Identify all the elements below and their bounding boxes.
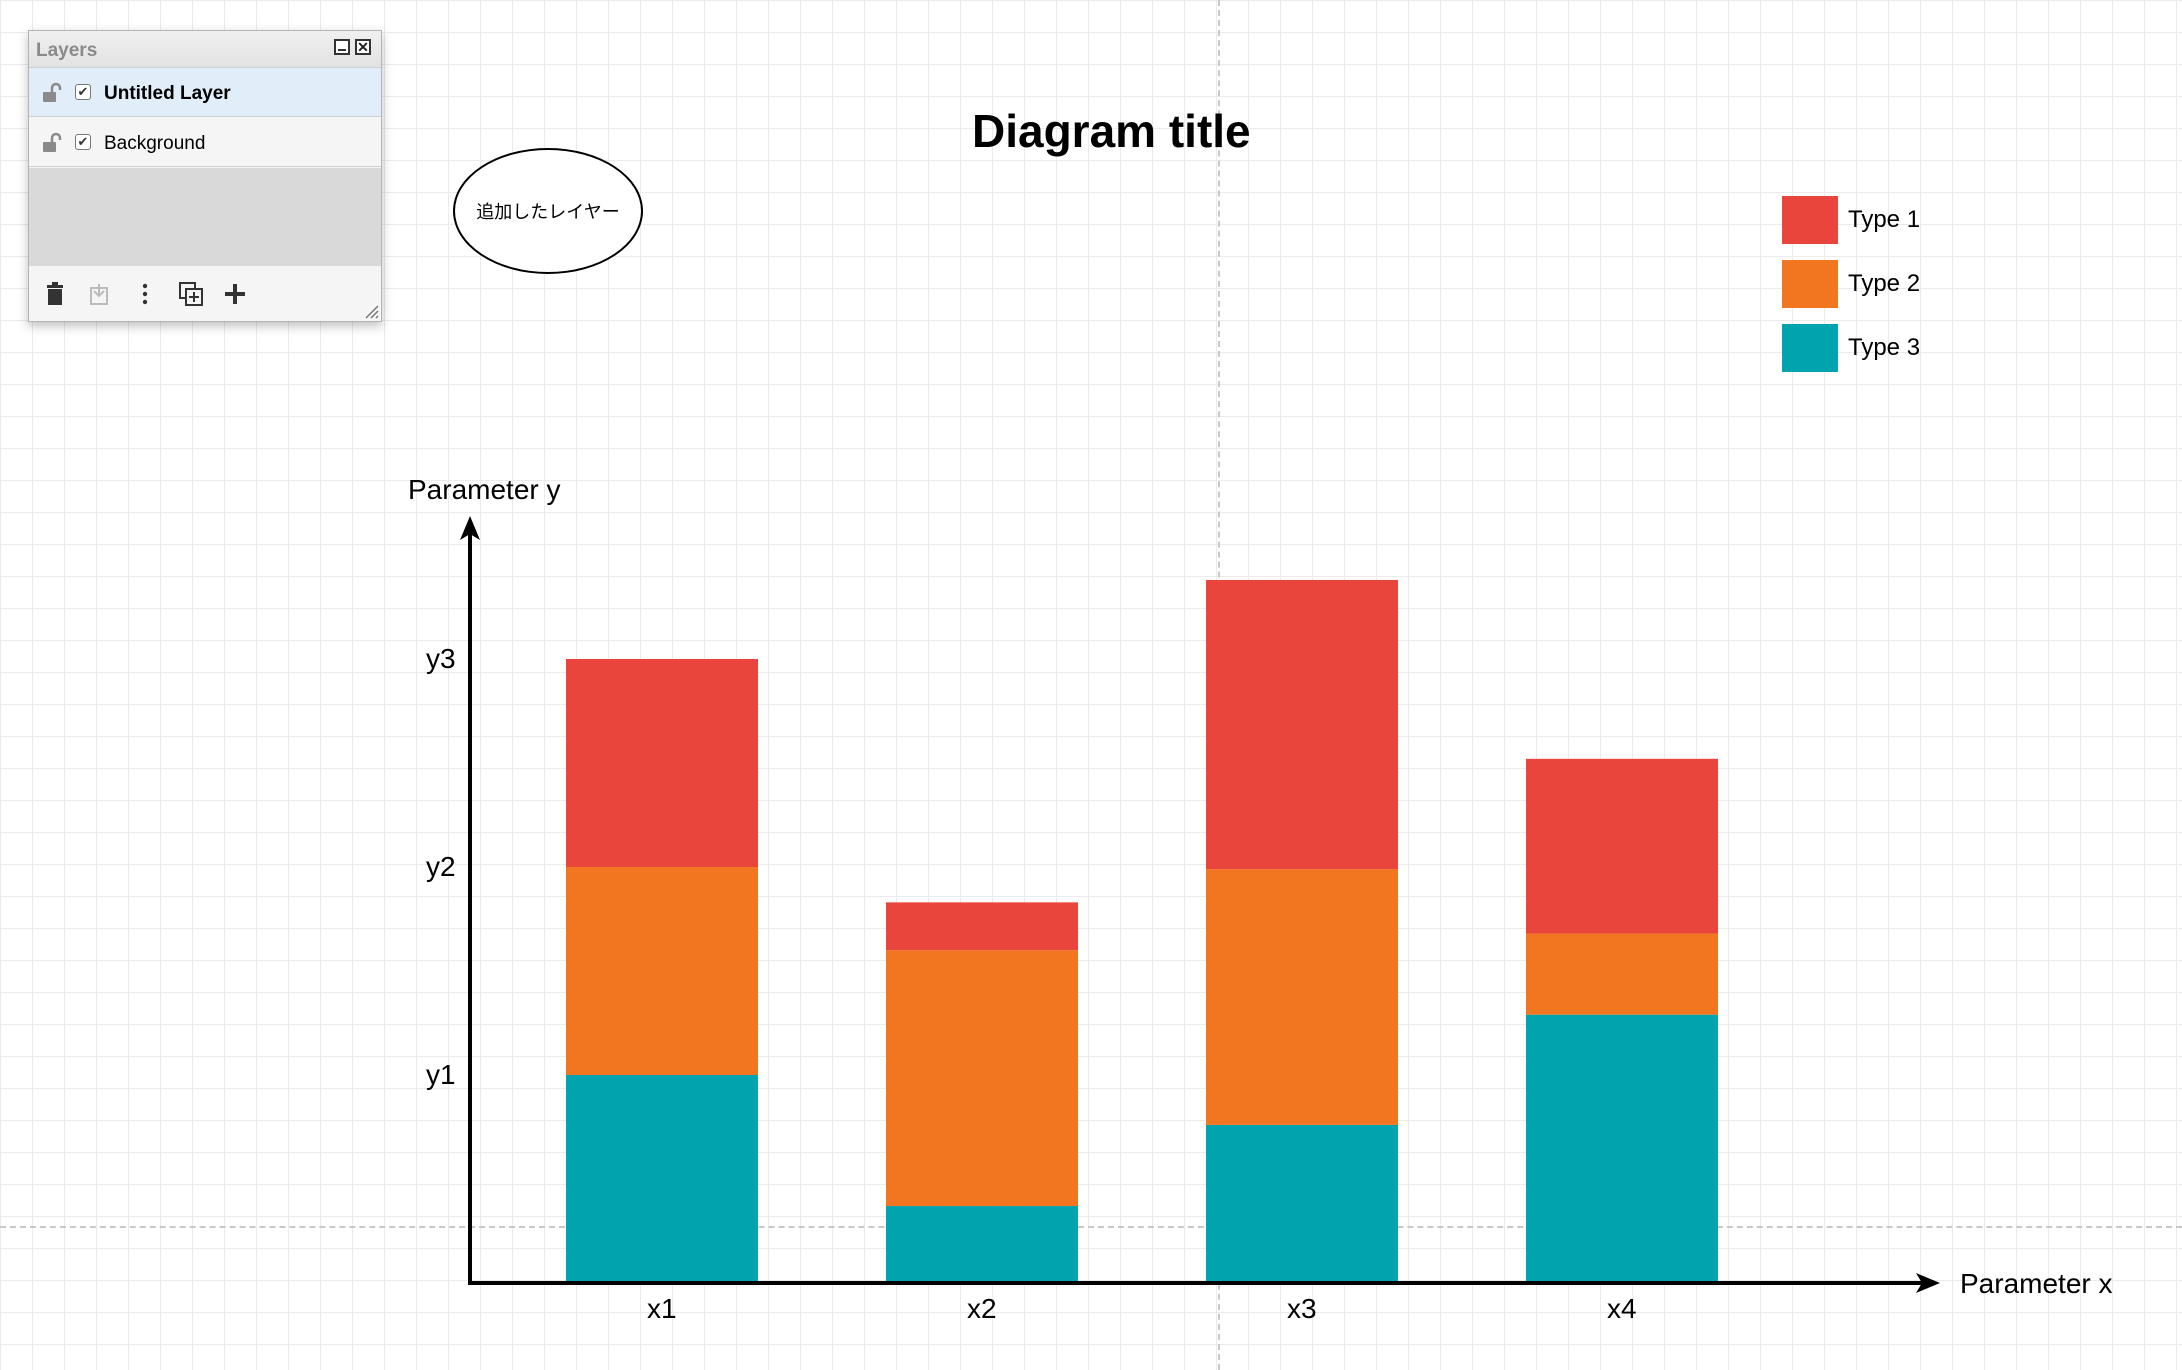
bar-segment-x1-type-3[interactable] — [566, 1075, 758, 1283]
bar-segment-x4-type-1[interactable] — [1526, 758, 1718, 934]
more-vertical-icon[interactable] — [131, 280, 159, 308]
visibility-checkbox[interactable]: ✔ — [75, 84, 91, 100]
legend-swatch[interactable] — [1782, 260, 1838, 308]
legend-label[interactable]: Type 3 — [1848, 334, 1921, 361]
duplicate-icon[interactable] — [177, 280, 205, 308]
minimize-button[interactable] — [334, 39, 350, 55]
layer-row-background[interactable]: ✔ Background — [29, 118, 381, 167]
x-axis-arrowhead — [1916, 1273, 1940, 1293]
layers-titlebar[interactable]: Layers ✕ — [29, 31, 381, 68]
bar-segment-x1-type-1[interactable] — [566, 659, 758, 867]
layers-title: Layers — [36, 40, 98, 61]
x-tick-label[interactable]: x1 — [647, 1293, 677, 1324]
y-tick-label[interactable]: y2 — [426, 851, 456, 882]
close-button[interactable]: ✕ — [355, 39, 371, 55]
ellipse-shape[interactable]: 追加したレイヤー — [453, 148, 643, 274]
bar-segment-x2-type-2[interactable] — [886, 950, 1078, 1207]
legend-swatch[interactable] — [1782, 196, 1838, 244]
bar-segment-x3-type-1[interactable] — [1206, 579, 1398, 870]
bars-group[interactable] — [566, 579, 1718, 1283]
resize-grip-icon[interactable] — [361, 301, 379, 319]
bar-segment-x1-type-2[interactable] — [566, 867, 758, 1075]
unlock-icon[interactable] — [41, 132, 63, 154]
legend-swatch[interactable] — [1782, 324, 1838, 372]
visibility-checkbox[interactable]: ✔ — [75, 134, 91, 150]
ellipse-label: 追加したレイヤー — [476, 202, 620, 223]
y-tick-label[interactable]: y1 — [426, 1059, 456, 1090]
x-tick-label[interactable]: x2 — [967, 1293, 997, 1324]
bar-segment-x4-type-3[interactable] — [1526, 1014, 1718, 1283]
move-to-layer-icon[interactable] — [85, 280, 113, 308]
layer-row-untitled-layer[interactable]: ✔ Untitled Layer — [29, 68, 381, 117]
layers-panel[interactable]: Layers ✕ ✔ Untitled Layer ✔ Background — [28, 30, 382, 322]
layers-toolbar — [29, 266, 381, 321]
bar-segment-x4-type-2[interactable] — [1526, 933, 1718, 1015]
horizontal-page-guide — [0, 1226, 2182, 1228]
plus-icon[interactable] — [221, 280, 249, 308]
x-tick-label[interactable]: x3 — [1287, 1293, 1317, 1324]
legend-label[interactable]: Type 1 — [1848, 206, 1921, 233]
y-tick-label[interactable]: y3 — [426, 643, 456, 674]
trash-icon[interactable] — [41, 280, 69, 308]
bar-segment-x2-type-3[interactable] — [886, 1206, 1078, 1283]
layer-name[interactable]: Untitled Layer — [104, 83, 231, 104]
bar-segment-x3-type-3[interactable] — [1206, 1124, 1398, 1283]
chart-title[interactable]: Diagram title — [972, 105, 1251, 157]
y-axis-label[interactable]: Parameter y — [408, 474, 561, 505]
bar-segment-x2-type-1[interactable] — [886, 902, 1078, 951]
bar-segment-x3-type-2[interactable] — [1206, 869, 1398, 1125]
layer-name[interactable]: Background — [104, 133, 206, 154]
y-axis-arrowhead — [460, 516, 480, 540]
x-tick-label[interactable]: x4 — [1607, 1293, 1637, 1324]
legend-label[interactable]: Type 2 — [1848, 270, 1921, 297]
unlock-icon[interactable] — [41, 82, 63, 104]
x-axis-label[interactable]: Parameter x — [1960, 1268, 2113, 1299]
